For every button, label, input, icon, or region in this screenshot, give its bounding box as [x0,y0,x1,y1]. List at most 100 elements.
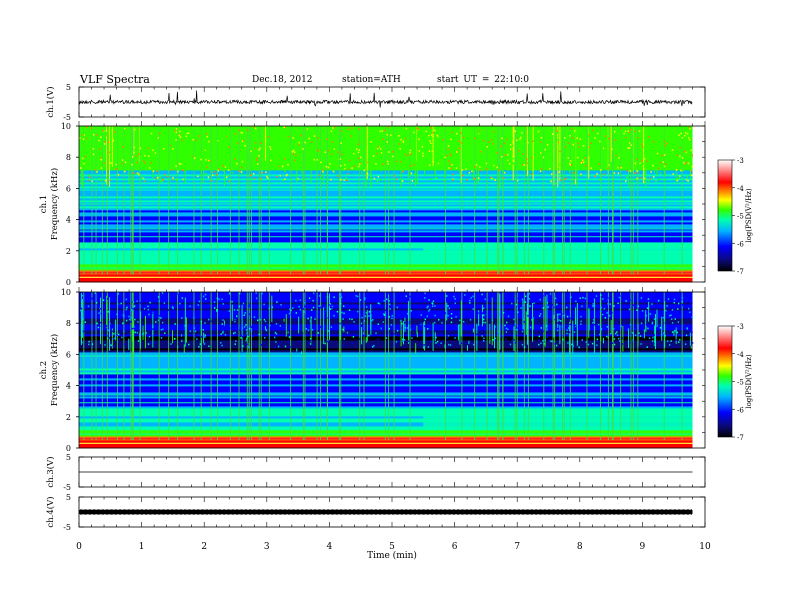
ch1-spectrogram-texture [387,160,389,163]
ch1-spectrogram-texture [691,165,693,168]
ch2-spectrogram-texture [677,321,680,323]
ch2-spectrogram-texture [158,315,160,317]
ch2-spectrogram-texture [522,325,524,327]
ch1-spectrogram-texture [256,169,259,171]
ch2-spectrogram-texture [515,293,517,295]
ch2-spectrogram-texture [668,344,671,346]
ch1-spectrogram-texture [228,146,230,148]
ch1-spectrogram-texture [137,172,139,174]
ch1-spectrogram-texture [684,162,686,165]
ch2-spectrogram-texture [151,312,153,314]
ch2-spectrogram-texture [164,332,166,335]
ch2-spectrogram-texture [365,311,368,314]
ch1-spectrogram-texture [208,140,210,143]
ch1-spectrogram-texture [284,170,286,173]
ch2-spectrogram-texture [502,311,505,314]
ch2-spectrogram-texture [548,296,551,299]
ch1-spectrogram-texture [209,160,211,162]
ch4-ytick-label: -5 [63,523,71,532]
ch2-spectrogram-texture [469,299,471,302]
ch1-spectrogram-texture [608,137,610,140]
ch2-spectrogram-texture [521,330,524,333]
ch1-spectrogram-texture [307,133,309,136]
ch2-spectrogram-texture [392,333,395,335]
ch1-spectrogram-texture [148,167,151,169]
ch2-spectrogram-texture [441,340,444,343]
ch2-spectrogram-texture [619,295,621,297]
ch2-spectrogram-texture [560,334,563,337]
ch1-spectrogram-texture [503,142,506,145]
ch1-spectrogram-texture [303,164,305,166]
ch1-spectrogram-texture [182,178,184,181]
ch2-spectrogram-texture [604,317,607,319]
ch1-spectrogram-texture [136,161,138,164]
ch2-spectrogram-texture [249,327,251,330]
ch1-spectrogram-texture [258,149,260,151]
ch1-spectrogram-texture [115,168,118,170]
ch1-spectrogram-texture [517,179,519,182]
ch1-spectrogram-texture [446,154,448,157]
ch1-spectrogram-texture [394,142,396,145]
ch1-spectrogram-texture [124,158,126,160]
ch2-spectrogram-texture [600,307,602,309]
ch2-spectrogram-texture [600,329,602,332]
ch2-spectrogram-texture [123,330,125,333]
ch1-spectrogram-texture [449,137,452,140]
ch2-spectrogram-texture [152,328,154,330]
ch2-spectrogram-texture [464,294,466,296]
ch2-spectrogram-texture [221,298,223,301]
ch2-spectrogram-texture [389,303,391,306]
ch1-spectrogram-texture [83,162,85,165]
ch2-spectrogram-texture [390,324,393,326]
ch1-spectrogram-texture [478,133,481,135]
ch2-spectrogram-texture [105,325,108,327]
ch1-spectrogram-texture [409,165,412,167]
ch2-spectrogram-texture [261,343,263,346]
ch2-spectrogram-texture [460,342,463,344]
ch1-spectrogram-texture [569,160,572,162]
ch2-spectrogram-texture [340,296,343,299]
ch2-spectrogram-texture [109,343,111,346]
ch2-spectrogram-texture [678,341,680,344]
ch2-spectrogram-texture [228,310,231,312]
ch1-spectrogram-texture [417,128,420,131]
ch2-spectrogram-texture [428,308,431,311]
ch2-spectrogram-band-shift [423,410,693,430]
ch2-spectrogram-texture [656,302,658,304]
ch2-spectrogram-texture [646,346,648,348]
ch2-spectrogram-texture [515,303,518,306]
ch2-spectrogram-texture [176,292,178,295]
ch2-spectrogram-texture [567,342,569,344]
ch2-spectrogram-texture [546,301,548,304]
ch1-spectrogram-texture [115,163,117,166]
ch1-spectrogram-texture [672,173,674,175]
ch1-spectrogram-texture [679,141,681,144]
ch1-spectrogram-texture [643,158,646,160]
ch1-spectrogram-texture [228,143,231,145]
ch1-spectrogram-texture [318,174,321,177]
ch1-spectrogram-texture [411,180,414,182]
ch2-spectrogram-texture [606,325,609,328]
ch1-spectrogram-texture [485,162,488,165]
ch2-spectrogram-texture [555,297,557,300]
ch1-spectrogram-texture [599,140,601,143]
ch2-spectrogram-texture [220,333,222,335]
ch1-spectrogram-texture [175,139,177,141]
ch1-spectrogram-texture [191,155,193,158]
ch1-spectrogram-texture [594,137,596,139]
ch2-spectrogram-texture [569,317,572,320]
ch1-spectrogram-texture [157,176,159,179]
ch2-spectrogram-texture [81,294,84,297]
ch1-spectrogram-texture [157,165,159,168]
ch1-spectrogram-texture [121,159,124,161]
ch2-spectrogram-texture [107,329,110,332]
ch1-spectrogram-texture [626,176,628,179]
ch1-spectrogram-texture [550,180,552,183]
ch1-spectrogram-texture [421,135,423,138]
ch2-spectrogram-texture [236,315,238,318]
ch2-spectrogram-texture [97,326,100,329]
ch1-spectrogram-texture [496,152,499,154]
ch2-spectrogram-texture [406,327,409,329]
ch1-spectrogram-texture [257,163,259,165]
ch2-spectrogram-texture [307,300,309,302]
